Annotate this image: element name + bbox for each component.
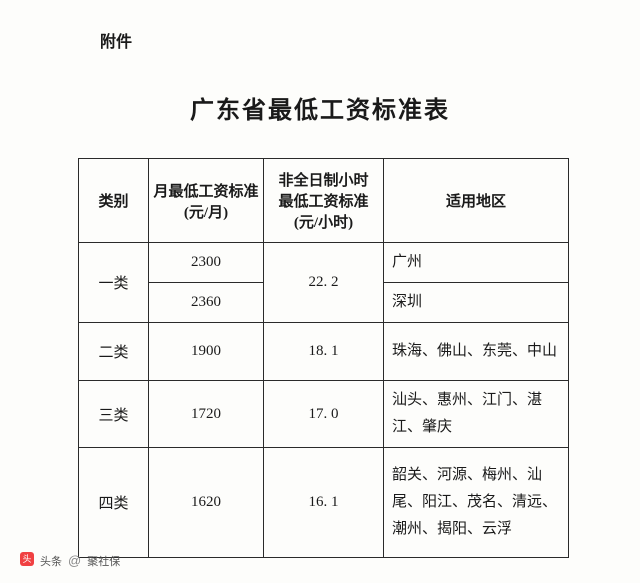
header-regions: 适用地区: [384, 159, 569, 243]
wage-table: 类别 月最低工资标准 (元/月) 非全日制小时 最低工资标准 (元/小时) 适用…: [78, 158, 568, 558]
source-attribution: 头 头条 @ 聚社保: [20, 552, 120, 569]
source-prefix: 头条: [40, 553, 62, 569]
cat4-hourly: 16. 1: [264, 448, 384, 558]
source-name: 聚社保: [87, 553, 120, 569]
cat3-monthly: 1720: [149, 381, 264, 448]
cat3-regions: 汕头、惠州、江门、湛江、肇庆: [384, 381, 569, 448]
cat2-regions: 珠海、佛山、东莞、中山: [384, 323, 569, 381]
cat2-hourly: 18. 1: [264, 323, 384, 381]
table-header-row: 类别 月最低工资标准 (元/月) 非全日制小时 最低工资标准 (元/小时) 适用…: [79, 159, 569, 243]
header-monthly: 月最低工资标准 (元/月): [149, 159, 264, 243]
cat1-label: 一类: [79, 243, 149, 323]
table-row: 一类 2300 22. 2 广州: [79, 243, 569, 283]
cat3-label: 三类: [79, 381, 149, 448]
cat1-region-b: 深圳: [384, 283, 569, 323]
cat1-monthly-a: 2300: [149, 243, 264, 283]
cat3-hourly: 17. 0: [264, 381, 384, 448]
cat1-region-a: 广州: [384, 243, 569, 283]
table-row: 二类 1900 18. 1 珠海、佛山、东莞、中山: [79, 323, 569, 381]
cat2-label: 二类: [79, 323, 149, 381]
cat4-monthly: 1620: [149, 448, 264, 558]
svg-text:头: 头: [22, 554, 31, 564]
cat4-regions: 韶关、河源、梅州、汕尾、阳江、茂名、清远、潮州、揭阳、云浮: [384, 448, 569, 558]
attachment-label: 附件: [100, 28, 132, 52]
header-hourly: 非全日制小时 最低工资标准 (元/小时): [264, 159, 384, 243]
at-icon: @: [68, 553, 81, 568]
table-row: 四类 1620 16. 1 韶关、河源、梅州、汕尾、阳江、茂名、清远、潮州、揭阳…: [79, 448, 569, 558]
cat4-label: 四类: [79, 448, 149, 558]
source-logo-icon: 头: [20, 552, 34, 569]
table-row: 三类 1720 17. 0 汕头、惠州、江门、湛江、肇庆: [79, 381, 569, 448]
page-title: 广东省最低工资标准表: [0, 90, 640, 125]
cat1-hourly: 22. 2: [264, 243, 384, 323]
cat2-monthly: 1900: [149, 323, 264, 381]
header-category: 类别: [79, 159, 149, 243]
cat1-monthly-b: 2360: [149, 283, 264, 323]
